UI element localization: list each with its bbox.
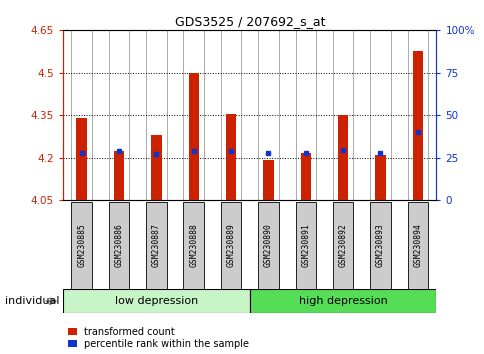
Bar: [220, 30, 241, 200]
Text: GSM230887: GSM230887: [151, 223, 161, 267]
Bar: [412, 51, 422, 200]
Bar: [249, 289, 436, 313]
Text: individual: individual: [5, 296, 59, 306]
Bar: [295, 30, 316, 200]
Title: GDS3525 / 207692_s_at: GDS3525 / 207692_s_at: [174, 15, 324, 28]
Bar: [71, 30, 92, 200]
Bar: [337, 115, 348, 200]
Bar: [220, 202, 241, 289]
Bar: [151, 135, 161, 200]
Text: GSM230888: GSM230888: [189, 223, 198, 267]
Bar: [183, 30, 204, 200]
Bar: [114, 151, 124, 200]
Bar: [188, 73, 198, 200]
Text: GSM230889: GSM230889: [226, 223, 235, 267]
Text: GSM230890: GSM230890: [263, 223, 272, 267]
Bar: [295, 202, 316, 289]
Bar: [257, 30, 278, 200]
Text: GSM230894: GSM230894: [412, 223, 422, 267]
Text: high depression: high depression: [298, 296, 387, 306]
Bar: [332, 202, 353, 289]
Text: GSM230892: GSM230892: [338, 223, 347, 267]
Bar: [407, 30, 427, 200]
Text: low depression: low depression: [115, 296, 197, 306]
Text: GSM230891: GSM230891: [301, 223, 310, 267]
Bar: [375, 155, 385, 200]
Bar: [108, 202, 129, 289]
Bar: [63, 289, 249, 313]
Bar: [183, 202, 204, 289]
Text: GSM230885: GSM230885: [77, 223, 86, 267]
Bar: [76, 119, 87, 200]
Bar: [108, 30, 129, 200]
Bar: [71, 202, 92, 289]
Legend: transformed count, percentile rank within the sample: transformed count, percentile rank withi…: [68, 327, 249, 349]
Bar: [257, 202, 278, 289]
Bar: [226, 114, 236, 200]
Bar: [369, 202, 390, 289]
Bar: [146, 202, 166, 289]
Bar: [300, 153, 310, 200]
Bar: [369, 30, 390, 200]
Bar: [263, 160, 273, 200]
Bar: [332, 30, 353, 200]
Bar: [146, 30, 166, 200]
Text: GSM230886: GSM230886: [114, 223, 123, 267]
Text: GSM230893: GSM230893: [375, 223, 384, 267]
Bar: [407, 202, 427, 289]
